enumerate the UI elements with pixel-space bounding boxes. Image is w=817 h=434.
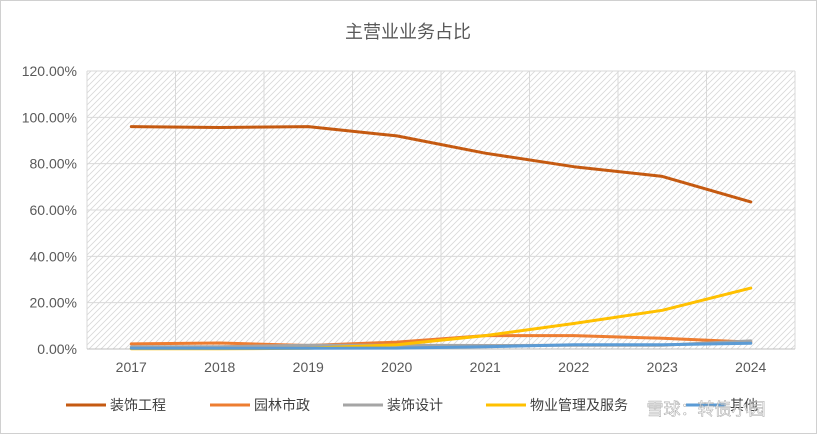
y-tick-label: 40.00% <box>30 248 77 264</box>
x-tick-label: 2021 <box>470 359 501 375</box>
x-tick-label: 2023 <box>647 359 678 375</box>
legend-label: 装饰工程 <box>110 398 166 414</box>
x-tick-label: 2022 <box>558 359 589 375</box>
y-tick-label: 60.00% <box>30 202 77 218</box>
y-tick-label: 0.00% <box>37 341 77 357</box>
series-line <box>129 125 753 204</box>
y-tick-label: 80.00% <box>30 156 77 172</box>
x-tick-label: 2024 <box>735 359 766 375</box>
y-tick-label: 100.00% <box>22 109 77 125</box>
x-tick-label: 2017 <box>116 359 147 375</box>
y-tick-label: 120.00% <box>22 63 77 79</box>
legend-label: 园林市政 <box>254 397 310 414</box>
legend-label: 物业管理及服务 <box>530 398 628 414</box>
legend-label: 其他 <box>730 398 758 414</box>
series-line <box>129 341 753 350</box>
x-tick-label: 2019 <box>293 359 324 375</box>
legend-label: 装饰设计 <box>387 398 443 414</box>
y-tick-label: 20.00% <box>30 295 77 311</box>
watermark-text: 雪球：转债小园 <box>647 400 766 420</box>
x-tick-label: 2020 <box>381 359 412 375</box>
x-tick-label: 2018 <box>204 359 235 375</box>
chart-title: 主营业业务占比 <box>345 22 471 43</box>
